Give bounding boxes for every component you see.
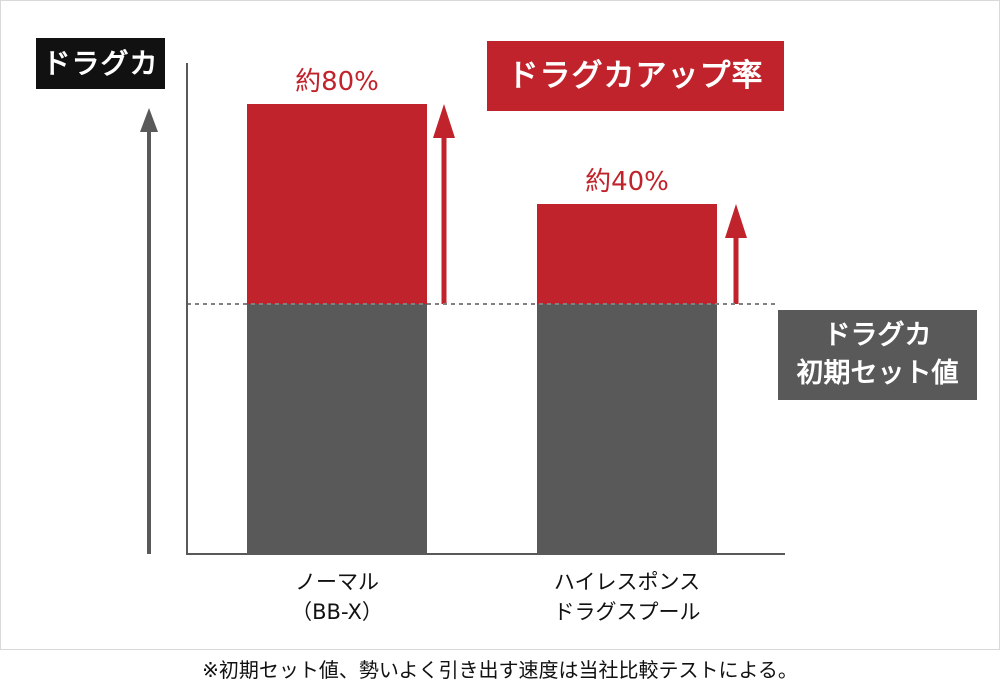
category-label-2-line-1: ハイレスポンス — [554, 570, 700, 594]
chart-title: ドラグカアップ率 — [487, 41, 784, 111]
increase-arrow-head-1 — [433, 104, 455, 138]
bars-group — [247, 104, 747, 554]
reference-label-line-1: ドラグカ — [823, 320, 932, 351]
category-label-1-line-1: ノーマル — [295, 570, 379, 594]
data-label-2: 約40% — [585, 167, 669, 197]
bar-initial-2 — [537, 304, 717, 554]
y-axis-label: ドラグカ — [36, 38, 165, 89]
footnote: ※初期セット値、勢いよく引き出す速度は当社比較テストによる。 — [202, 658, 798, 682]
chart-panel: 約80% ノーマル （BB-X） 約40% ハイレスポンス ドラグスプール ドラグカ ドラ… — [0, 0, 1000, 650]
y-direction-arrow-head — [140, 108, 158, 132]
increase-arrow-head-2 — [725, 204, 747, 238]
reference-label-line-2: 初期セット値 — [796, 358, 959, 389]
bar-initial-1 — [247, 304, 427, 554]
bar-increase-1 — [247, 104, 427, 304]
category-label-1-line-2: （BB-X） — [291, 600, 383, 624]
bar-increase-2 — [537, 204, 717, 304]
reference-label: ドラグカ 初期セット値 — [778, 310, 977, 400]
category-label-2-line-2: ドラグスプール — [554, 600, 701, 624]
data-label-1: 約80% — [295, 67, 379, 97]
axes-group — [140, 63, 785, 555]
